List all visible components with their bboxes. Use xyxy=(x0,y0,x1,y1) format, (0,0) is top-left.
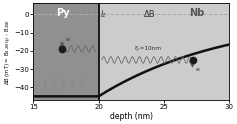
Bar xyxy=(33,3,99,100)
Text: l₂: l₂ xyxy=(101,10,106,19)
X-axis label: depth (nm): depth (nm) xyxy=(110,111,153,121)
Text: Py: Py xyxy=(57,8,70,18)
Text: e: e xyxy=(65,37,69,42)
Bar xyxy=(99,3,229,100)
Text: Hₑₓ: Hₑₓ xyxy=(57,88,65,93)
Text: e: e xyxy=(196,67,200,72)
Text: Nb: Nb xyxy=(189,8,204,18)
Text: ξₛ=10nm: ξₛ=10nm xyxy=(135,46,162,51)
Text: ΔB: ΔB xyxy=(144,10,156,19)
Y-axis label: $\Delta$B (mT) = B$_{4.2K(H_0)}$ - B$_{20K}$: $\Delta$B (mT) = B$_{4.2K(H_0)}$ - B$_{2… xyxy=(4,18,13,85)
